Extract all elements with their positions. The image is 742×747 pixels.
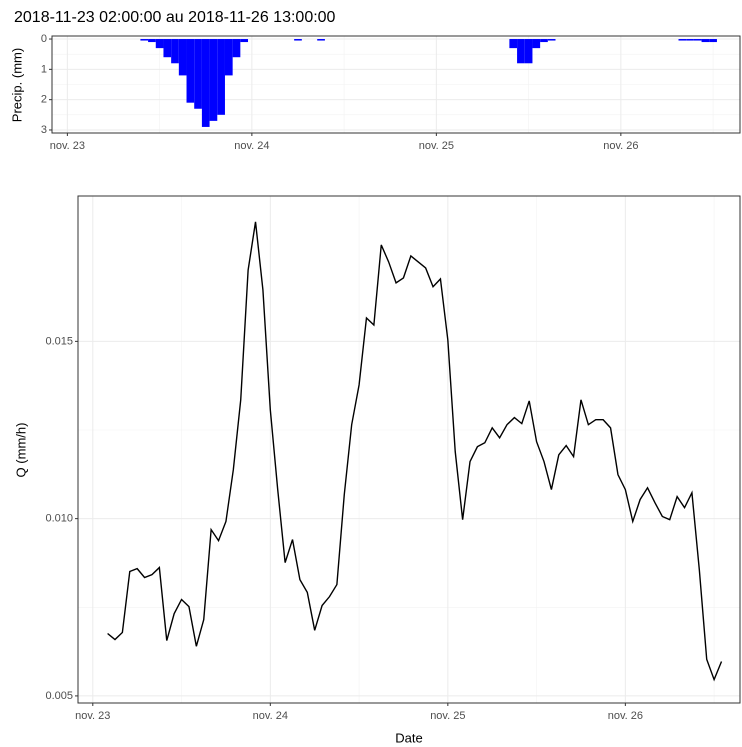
x-tick-label: nov. 26 bbox=[608, 710, 643, 722]
bar bbox=[186, 39, 195, 103]
bar bbox=[171, 39, 179, 64]
bar bbox=[540, 39, 548, 43]
x-tick-label: nov. 25 bbox=[430, 710, 465, 722]
bar bbox=[163, 39, 172, 58]
y-tick-label: 0 bbox=[41, 33, 47, 45]
bar bbox=[140, 39, 149, 41]
x-tick-label: nov. 25 bbox=[419, 140, 454, 152]
y-tick-label: 0.005 bbox=[45, 690, 73, 702]
bar bbox=[294, 39, 302, 41]
bar bbox=[178, 39, 187, 76]
bar bbox=[509, 39, 518, 49]
y-axis-title: Precip. (mm) bbox=[9, 48, 24, 122]
x-tick-label: nov. 23 bbox=[75, 710, 110, 722]
x-tick-label: nov. 26 bbox=[603, 140, 638, 152]
bar bbox=[524, 39, 533, 64]
bar bbox=[148, 39, 156, 43]
bar bbox=[709, 39, 717, 43]
y-axis-title: Q (mm/h) bbox=[13, 423, 28, 478]
bar bbox=[517, 39, 525, 64]
bar bbox=[240, 39, 249, 43]
bar bbox=[201, 39, 210, 127]
bar bbox=[194, 39, 202, 109]
bar bbox=[547, 39, 556, 41]
y-tick-label: 1 bbox=[41, 63, 47, 75]
x-tick-label: nov. 24 bbox=[253, 710, 288, 722]
x-tick-label: nov. 24 bbox=[234, 140, 269, 152]
bar bbox=[532, 39, 541, 49]
bar bbox=[317, 39, 325, 41]
bar bbox=[217, 39, 225, 115]
bar bbox=[686, 39, 694, 41]
y-tick-label: 2 bbox=[41, 94, 47, 106]
bar bbox=[678, 39, 687, 41]
x-axis-title: Date bbox=[395, 730, 422, 745]
panel-border bbox=[51, 35, 741, 134]
y-tick-label: 0.010 bbox=[45, 513, 73, 525]
bar bbox=[693, 39, 702, 41]
bar bbox=[232, 39, 241, 58]
panel-border bbox=[77, 195, 741, 704]
chart-title: 2018-11-23 02:00:00 au 2018-11-26 13:00:… bbox=[14, 9, 336, 26]
bar bbox=[209, 39, 218, 121]
bar bbox=[701, 39, 710, 43]
y-tick-label: 0.015 bbox=[45, 335, 73, 347]
x-tick-label: nov. 23 bbox=[50, 140, 85, 152]
bar bbox=[224, 39, 233, 76]
line bbox=[107, 221, 723, 682]
bar bbox=[155, 39, 164, 49]
y-tick-label: 3 bbox=[41, 124, 47, 136]
